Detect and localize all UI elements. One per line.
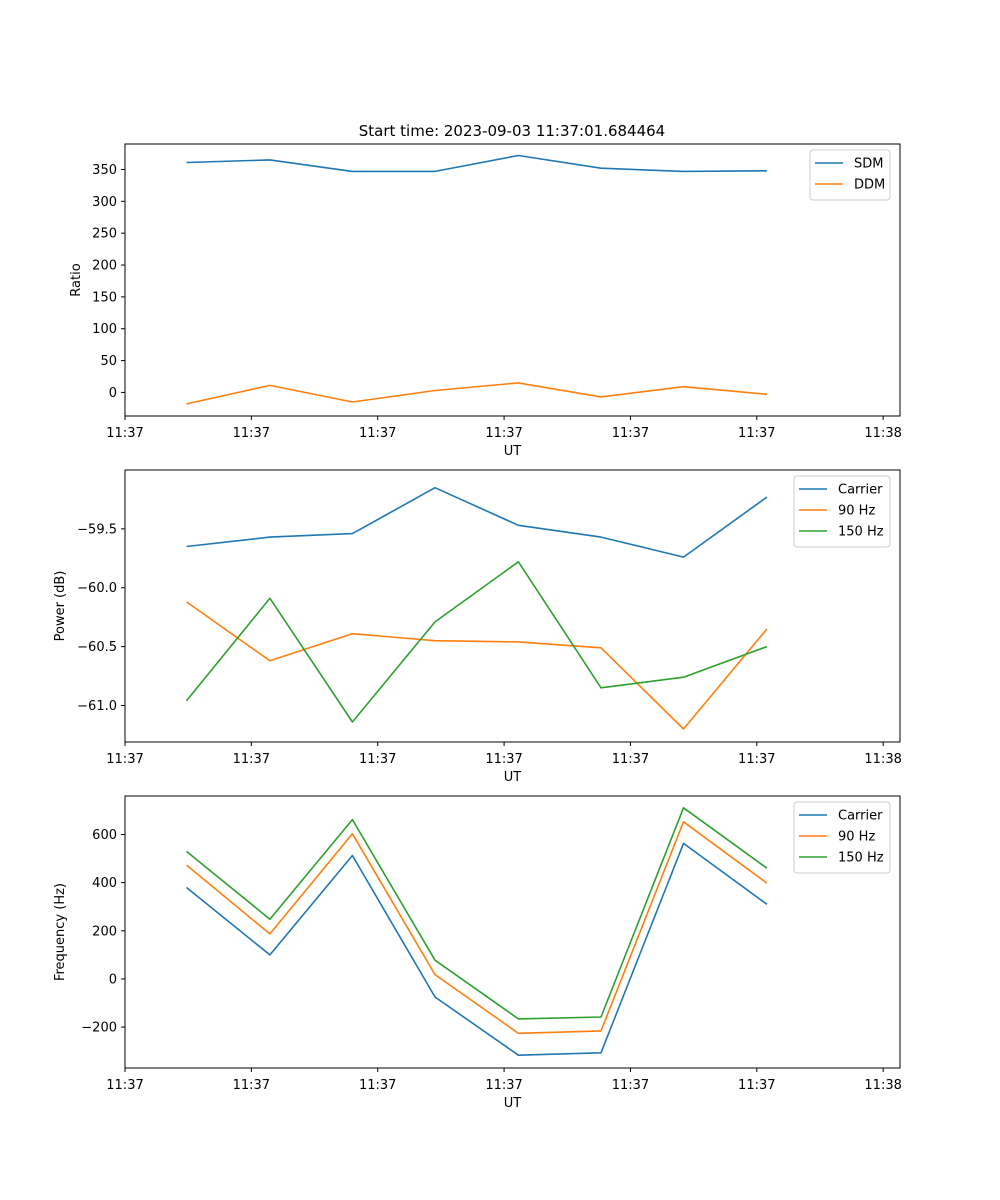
x-tick-label: 11:37	[612, 752, 649, 767]
y-tick-label: −200	[81, 1021, 117, 1036]
x-tick-label: 11:37	[359, 752, 396, 767]
x-tick-label: 11:37	[106, 752, 143, 767]
series-line-carrier	[186, 486, 768, 558]
legend-label: Carrier	[838, 809, 883, 824]
series-line-ddm	[186, 382, 767, 405]
y-tick-label: 250	[92, 227, 117, 242]
x-axis-label: UT	[504, 770, 522, 785]
x-tick-label: 11:37	[106, 426, 143, 441]
legend-box	[793, 801, 891, 874]
x-tick-label: 11:37	[233, 1078, 270, 1093]
power-chart: −61.0 −60.5 −60.0 −59.5 11:37 11:37 11:37 11:37…	[53, 469, 902, 785]
series-line-90-hz	[185, 820, 768, 1035]
y-axis-label: Frequency (Hz)	[53, 883, 68, 981]
frequency-chart: −200 0 200 400 600 11:37 11:37 11:37 11:37 11:37 1…	[53, 795, 902, 1111]
legend-label: Carrier	[838, 483, 883, 498]
x-tick-label: 11:37	[738, 752, 775, 767]
x-tick-label: 11:37	[233, 752, 270, 767]
x-tick-label: 11:38	[864, 1078, 901, 1093]
y-tick-label: 0	[109, 972, 117, 987]
ratio-chart: 0 50 100 150 200 250 300 350 11:37 11:37 11:37 11:3…	[69, 143, 902, 459]
x-tick-label: 11:37	[106, 1078, 143, 1093]
y-tick-label: 200	[92, 259, 117, 274]
y-tick-label: 150	[92, 290, 117, 305]
figure-title: Start time: 2023-09-03 11:37:01.684464	[359, 122, 665, 140]
plot-frame	[124, 143, 901, 417]
x-tick-label: 11:37	[738, 426, 775, 441]
y-tick-label: 200	[92, 924, 117, 939]
y-tick-label: 350	[92, 163, 117, 178]
x-tick-label: 11:37	[233, 426, 270, 441]
series-line-150-hz	[185, 806, 768, 1020]
y-tick-label: 0	[109, 386, 117, 401]
y-tick-label: 300	[92, 195, 117, 210]
y-tick-label: 50	[100, 354, 117, 369]
y-tick-label: −60.0	[77, 581, 117, 596]
plot-frame	[124, 469, 901, 743]
series-line-sdm	[186, 154, 767, 173]
legend-label: 90 Hz	[838, 504, 875, 519]
x-tick-label: 11:37	[612, 1078, 649, 1093]
y-tick-label: −59.5	[77, 522, 117, 537]
y-tick-label: −61.0	[77, 699, 117, 714]
legend-label: SDM	[854, 157, 883, 172]
plot-frame	[124, 795, 901, 1069]
x-tick-label: 11:37	[359, 426, 396, 441]
y-tick-label: 600	[92, 828, 117, 843]
y-tick-label: −60.5	[77, 640, 117, 655]
series-line-carrier	[185, 842, 768, 1056]
series-line-90-hz	[186, 601, 768, 730]
legend-box	[793, 475, 891, 548]
y-tick-label: 400	[92, 876, 117, 891]
legend-label: 90 Hz	[838, 830, 875, 845]
x-tick-label: 11:38	[864, 426, 901, 441]
y-tick-label: 100	[92, 322, 117, 337]
series-line-150-hz	[185, 560, 768, 723]
x-tick-label: 11:38	[864, 752, 901, 767]
x-tick-label: 11:37	[612, 426, 649, 441]
y-axis-label: Power (dB)	[53, 571, 68, 642]
x-tick-label: 11:37	[359, 1078, 396, 1093]
legend-label: 150 Hz	[838, 525, 884, 540]
x-axis-label: UT	[504, 1096, 522, 1111]
x-axis-label: UT	[504, 444, 522, 459]
x-tick-label: 11:37	[738, 1078, 775, 1093]
legend-label: DDM	[854, 178, 885, 193]
x-tick-label: 11:37	[485, 752, 522, 767]
legend-label: 150 Hz	[838, 851, 884, 866]
x-tick-label: 11:37	[485, 1078, 522, 1093]
x-tick-label: 11:37	[485, 426, 522, 441]
y-axis-label: Ratio	[69, 263, 84, 296]
